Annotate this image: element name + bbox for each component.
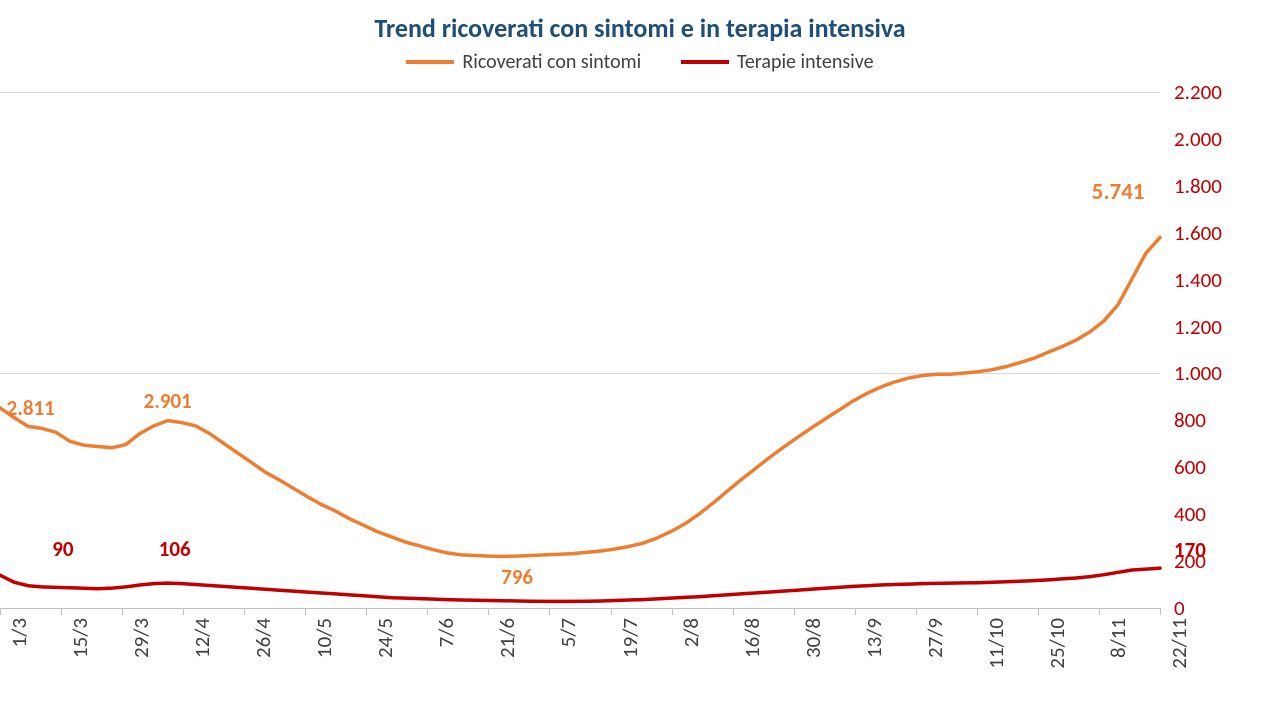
- series-data-label: 2.901: [144, 388, 192, 414]
- x-tick-label: 8/11: [1105, 618, 1131, 658]
- x-tick: [916, 608, 917, 615]
- x-tick-label: 22/11: [1166, 618, 1192, 669]
- y-tick-label: 1.400: [1174, 267, 1222, 293]
- x-tick: [488, 608, 489, 615]
- series-data-label: 90: [52, 536, 73, 562]
- x-tick-label: 1/3: [6, 618, 32, 647]
- x-tick-label: 26/4: [250, 618, 276, 658]
- x-tick-label: 19/7: [617, 618, 643, 658]
- x-tick-label: 30/8: [800, 618, 826, 658]
- legend-label: Ricoverati con sintomi: [462, 50, 641, 74]
- y-tick-label: 800: [1174, 407, 1206, 433]
- x-tick: [672, 608, 673, 615]
- x-tick: [244, 608, 245, 615]
- series-svg: [0, 92, 1160, 608]
- x-tick-label: 15/3: [67, 618, 93, 658]
- x-tick-label: 24/5: [372, 618, 398, 658]
- y-tick-label: 1.800: [1174, 173, 1222, 199]
- x-tick-label: 12/4: [189, 618, 215, 658]
- x-tick: [122, 608, 123, 615]
- x-tick-label: 29/3: [128, 618, 154, 658]
- x-tick: [427, 608, 428, 615]
- x-tick: [1099, 608, 1100, 615]
- legend-label: Terapie intensive: [737, 50, 874, 74]
- y-tick-label: 2.200: [1174, 79, 1222, 105]
- plot-area: 02004006008001.0001.2001.4001.6001.8002.…: [0, 92, 1160, 608]
- legend-swatch: [406, 60, 454, 64]
- x-tick: [305, 608, 306, 615]
- y-tick-label: 600: [1174, 454, 1206, 480]
- y-tick-label-extra: 170: [1174, 537, 1206, 563]
- x-tick: [733, 608, 734, 615]
- series-data-label: 106: [159, 536, 191, 562]
- x-tick-label: 21/6: [494, 618, 520, 658]
- legend-item-ricoverati: Ricoverati con sintomi: [406, 50, 641, 74]
- line-chart: Trend ricoverati con sintomi e in terapi…: [0, 0, 1280, 702]
- x-tick: [183, 608, 184, 615]
- x-tick: [855, 608, 856, 615]
- x-tick: [794, 608, 795, 615]
- x-tick: [1160, 608, 1161, 615]
- x-tick-label: 16/8: [739, 618, 765, 658]
- series-data-label: 796: [501, 564, 533, 590]
- x-tick-label: 25/10: [1044, 618, 1070, 669]
- x-tick-label: 10/5: [311, 618, 337, 658]
- y-tick-label: 400: [1174, 501, 1206, 527]
- legend-swatch: [681, 60, 729, 64]
- x-tick-label: 11/10: [983, 618, 1009, 669]
- x-tick-label: 2/8: [678, 618, 704, 647]
- x-tick-label: 27/9: [922, 618, 948, 658]
- x-axis-baseline: [0, 608, 1160, 609]
- legend-item-terapie: Terapie intensive: [681, 50, 874, 74]
- x-tick-label: 7/6: [433, 618, 459, 647]
- x-tick: [0, 608, 1, 615]
- x-tick: [549, 608, 550, 615]
- series-data-label: 5.741: [1092, 178, 1145, 206]
- chart-title: Trend ricoverati con sintomi e in terapi…: [0, 12, 1280, 44]
- y-tick-label: 1.600: [1174, 220, 1222, 246]
- series-line: [0, 568, 1160, 601]
- x-tick: [611, 608, 612, 615]
- x-tick: [366, 608, 367, 615]
- x-tick-label: 5/7: [555, 618, 581, 647]
- x-tick-label: 13/9: [861, 618, 887, 658]
- chart-legend: Ricoverati con sintomi Terapie intensive: [0, 50, 1280, 74]
- x-tick: [977, 608, 978, 615]
- x-tick: [61, 608, 62, 615]
- series-data-label: 2.811: [7, 395, 55, 421]
- y-tick-label: 1.000: [1174, 360, 1222, 386]
- y-tick-label: 1.200: [1174, 314, 1222, 340]
- y-tick-label: 2.000: [1174, 126, 1222, 152]
- x-tick: [1038, 608, 1039, 615]
